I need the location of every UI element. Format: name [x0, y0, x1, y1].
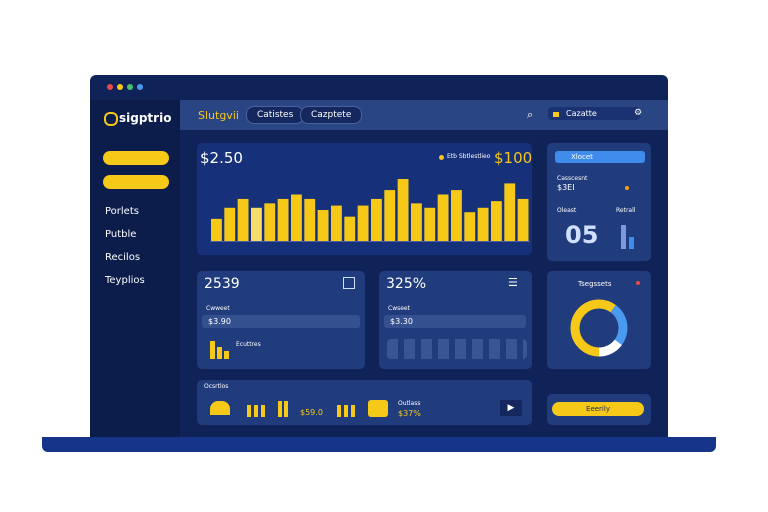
side-label: Casscesnt: [557, 175, 588, 182]
card-b-slots: [387, 339, 527, 359]
bar: [277, 198, 289, 241]
bar: [211, 218, 222, 241]
search[interactable]: Cazatte: [548, 107, 640, 120]
nav-item[interactable]: Cazptete: [300, 106, 363, 124]
laptop-base: [42, 437, 716, 452]
search-icon[interactable]: ⌕: [527, 108, 534, 121]
sidebar-button[interactable]: [103, 175, 169, 189]
side-tag: Retrall: [616, 207, 636, 214]
side-big: 05: [565, 221, 599, 249]
dot-blue: [137, 84, 143, 90]
logo: sigptrio: [119, 111, 172, 125]
donut-segment: [570, 299, 628, 357]
bar-chart: [210, 179, 530, 242]
donut: [570, 299, 628, 357]
bar: [331, 205, 342, 241]
bottom-label: Outlass: [398, 400, 421, 407]
bar: [384, 190, 396, 241]
bar: [424, 207, 436, 241]
settings-icon[interactable]: ⚙: [634, 108, 643, 118]
side-amount: $3EI: [557, 183, 575, 192]
primary-button[interactable]: Eeerily: [552, 402, 644, 416]
search-mark: [553, 112, 559, 117]
sidebar-item[interactable]: Putble: [105, 229, 137, 240]
donut-title: Tsegssets: [578, 280, 612, 288]
card-b-value: 325%: [386, 276, 427, 292]
play-button[interactable]: ▶: [500, 400, 522, 416]
chart-title: $2.50: [200, 149, 243, 167]
side-pill[interactable]: Xlocet: [555, 151, 645, 163]
bar: [304, 198, 316, 241]
bar: [437, 194, 449, 241]
bar: [264, 203, 276, 241]
bar: [477, 207, 489, 241]
dot-yellow: [117, 84, 123, 90]
card-a-value: 2539: [204, 276, 240, 292]
logo-icon: [104, 112, 118, 126]
side-bar: [621, 225, 626, 249]
bottom-title: Ocsrtlos: [204, 383, 229, 390]
nav-item[interactable]: Catistes: [246, 106, 305, 124]
wallet-icon: [368, 400, 388, 417]
bar: [451, 190, 462, 241]
card-a-label: Cwweet: [206, 305, 230, 312]
bar: [237, 198, 249, 241]
dot-green: [127, 84, 133, 90]
mini-bars: [337, 405, 355, 417]
bottom-card: [197, 380, 532, 425]
sidebar-item[interactable]: Teyplios: [105, 275, 145, 286]
side-bar: [629, 237, 634, 249]
bar: [251, 207, 262, 241]
side-dot: [625, 186, 629, 190]
legend: Etb Sbtlestlieo: [447, 153, 491, 160]
card-b-icon: ☰: [508, 276, 518, 289]
bar: [344, 216, 356, 241]
nav-item[interactable]: Slutgvii: [198, 109, 239, 122]
card-a-mini-bar: [210, 341, 215, 359]
bank-icon: [210, 401, 230, 415]
card-a-note: Ecuttres: [236, 341, 261, 348]
bar: [224, 207, 236, 241]
bar: [464, 212, 476, 241]
legend-dot: [439, 155, 444, 160]
bar: [411, 203, 422, 241]
donut-dot: [636, 281, 640, 285]
bar: [357, 205, 369, 241]
bar: [397, 179, 409, 241]
card-b-label: Cwseet: [388, 305, 410, 312]
card-a-icon: [343, 277, 355, 289]
card-a-mini-bar: [217, 347, 222, 359]
bar: [371, 198, 382, 241]
chart-total: $100: [494, 149, 533, 167]
card-b-input[interactable]: $3.30: [384, 315, 526, 328]
bar: [317, 210, 329, 241]
sidebar-item[interactable]: Recilos: [105, 252, 141, 263]
donut-segment: [570, 299, 628, 357]
card-a-input[interactable]: $3.90: [202, 315, 360, 328]
dot-red: [107, 84, 113, 90]
mini-bars: [278, 401, 288, 417]
bottom-value-a: $59.0: [300, 408, 323, 417]
bar: [491, 201, 502, 241]
bar: [517, 198, 529, 241]
side-sub: Oleast: [557, 207, 577, 214]
mini-bars: [247, 405, 265, 417]
sidebar-item[interactable]: Porlets: [105, 206, 139, 217]
sidebar-button[interactable]: [103, 151, 169, 165]
screen: sigptrio Slutgvii Catistes Cazptete ⌕ Ca…: [90, 75, 668, 437]
bar: [291, 194, 302, 241]
bottom-value-b: $37%: [398, 409, 421, 418]
bar: [504, 183, 516, 241]
card-a-mini-bar: [224, 351, 229, 359]
